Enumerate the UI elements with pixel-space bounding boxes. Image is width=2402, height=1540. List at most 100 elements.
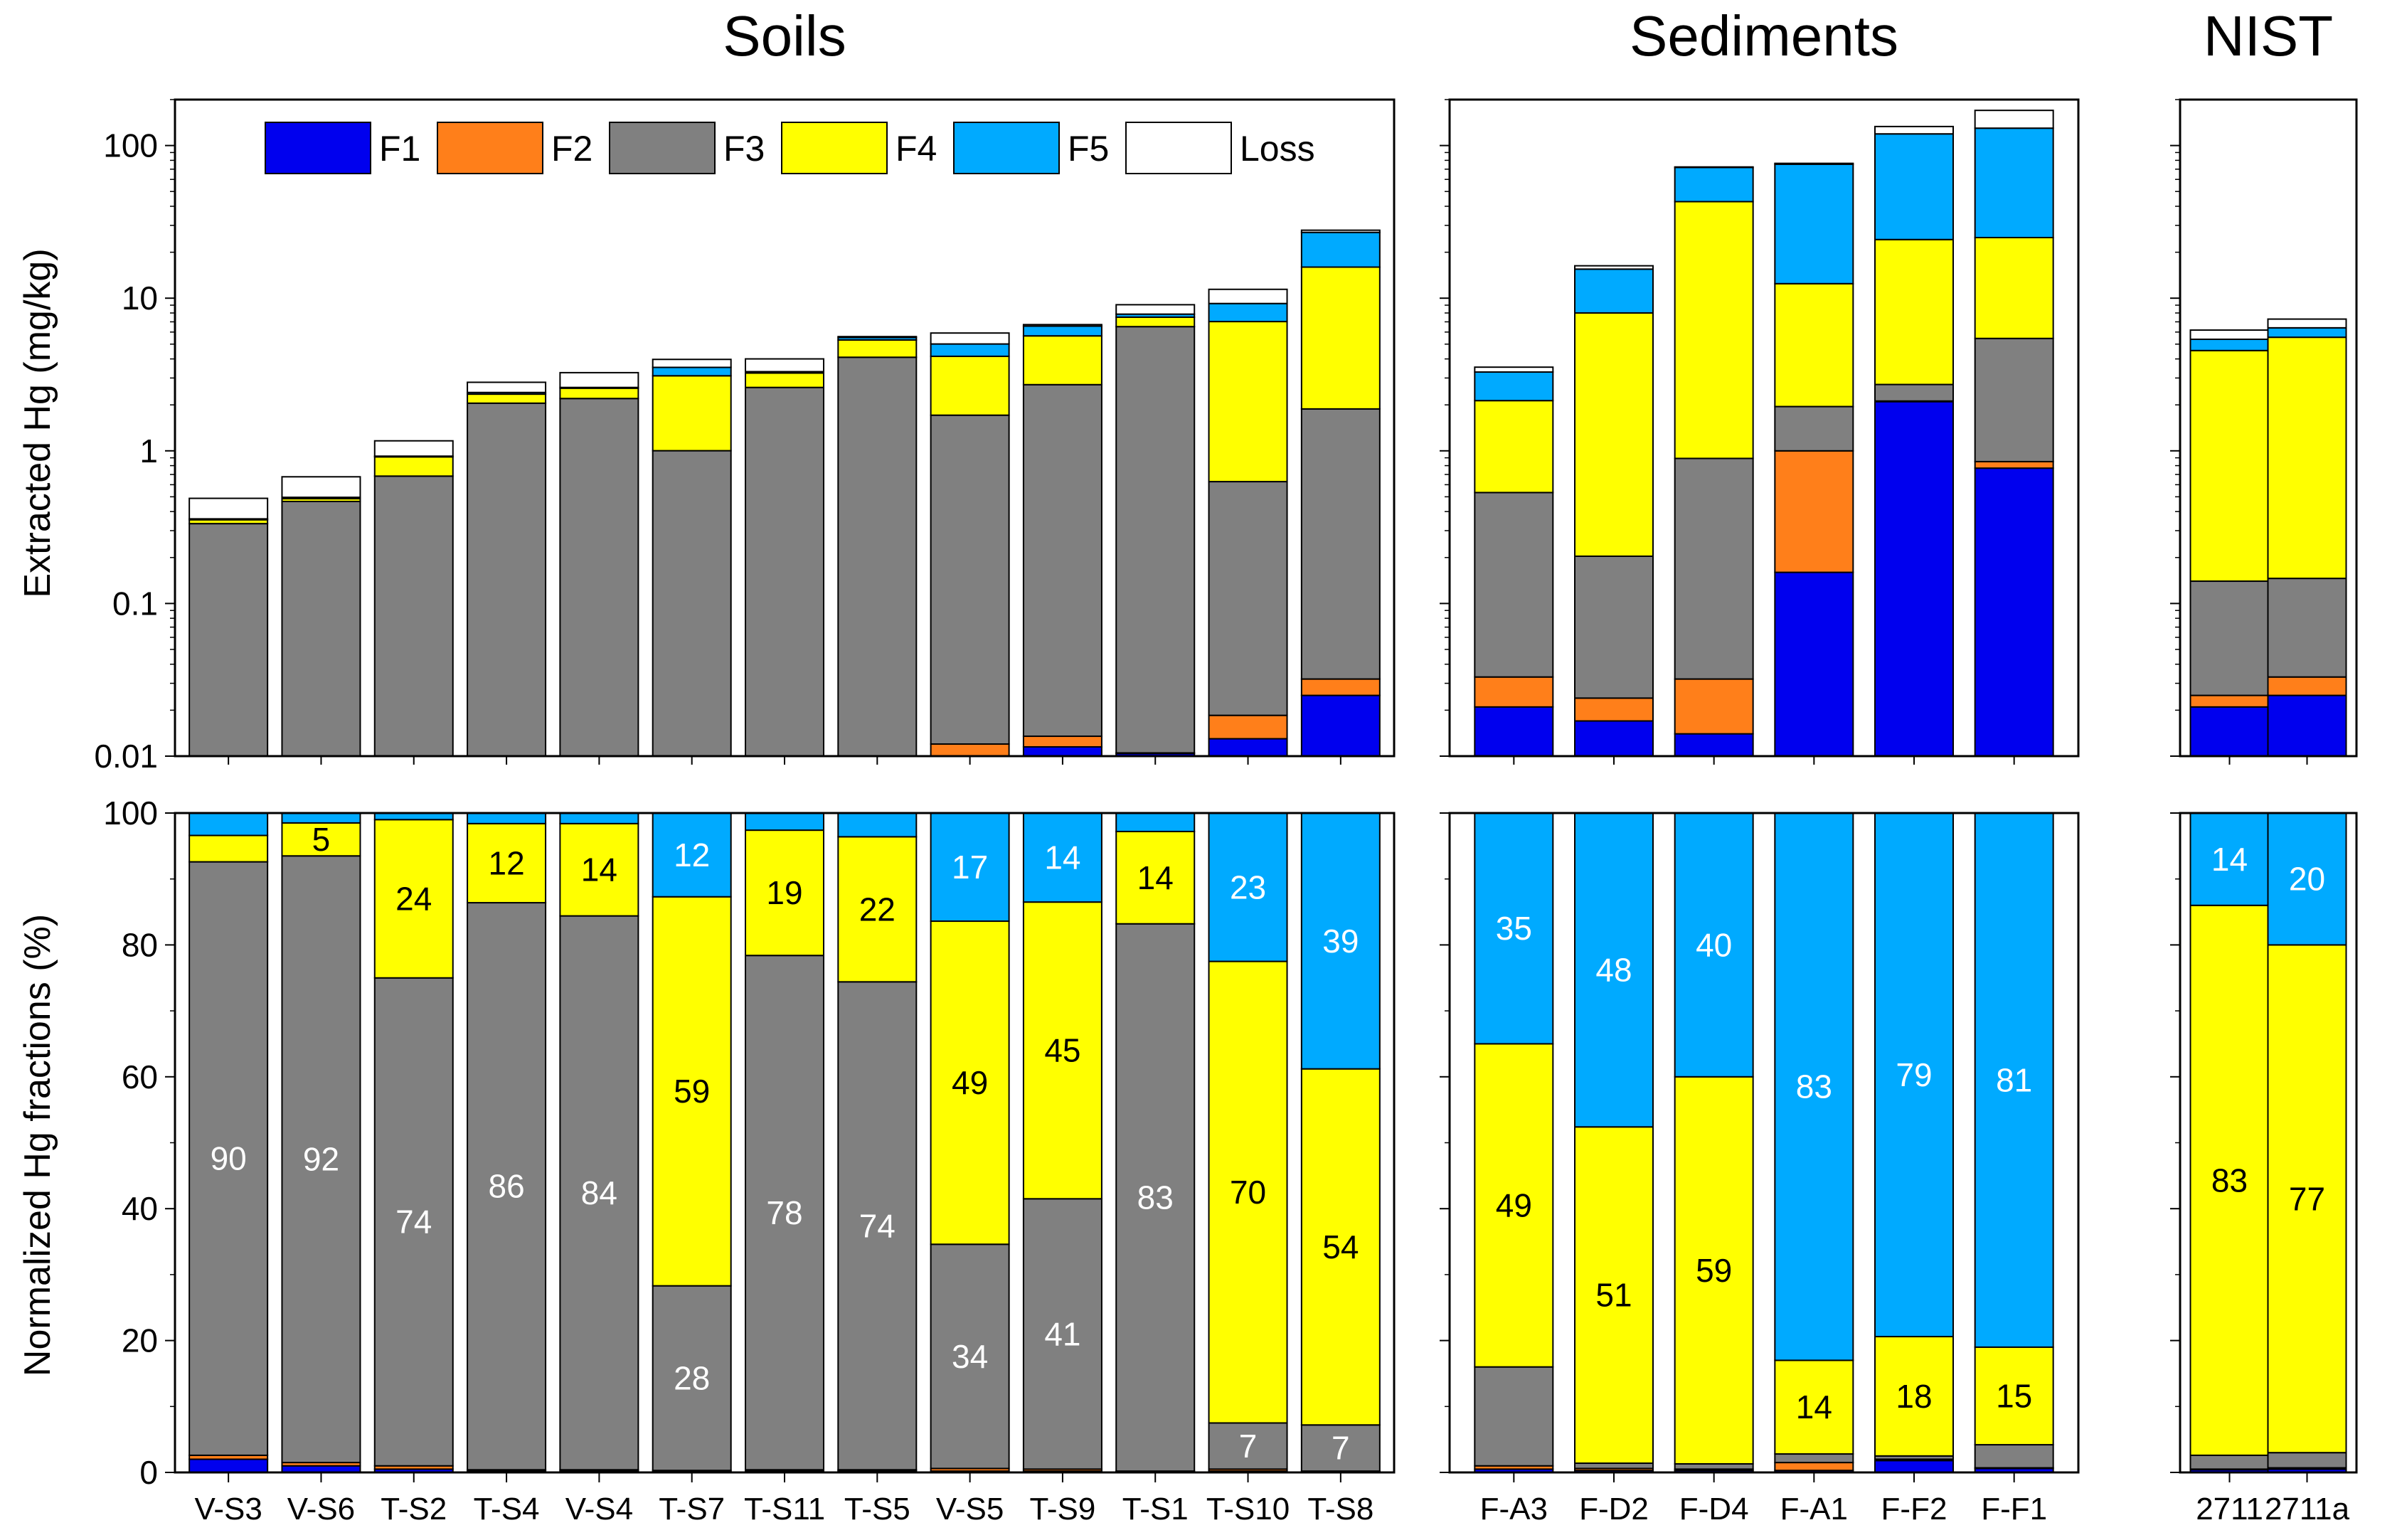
data-label-t-s9-f5: 14 xyxy=(1044,839,1080,876)
bar-top-f-a3-f1 xyxy=(1474,706,1554,757)
data-label-f-a1-f5: 83 xyxy=(1796,1068,1832,1105)
data-label-f-d4-f4: 59 xyxy=(1696,1252,1732,1289)
bar-top-t-s5-loss xyxy=(837,336,918,339)
x-tick-label-t-s7: T-S7 xyxy=(659,1492,725,1526)
bar-bottom-t-s7-f4 xyxy=(652,896,732,1287)
bar-bottom-f-a1-f2 xyxy=(1774,1462,1854,1472)
bar-top-t-s9-f1 xyxy=(1022,745,1102,757)
data-label-2711-f5: 14 xyxy=(2211,841,2248,878)
data-label-t-s11-f3: 78 xyxy=(766,1194,802,1231)
bar-bottom-t-s1-f5 xyxy=(1115,812,1196,832)
bar-top-2711a-f3 xyxy=(2267,578,2347,678)
data-label-t-s8-f4: 54 xyxy=(1322,1228,1359,1265)
bar-top-f-f1-f1 xyxy=(1974,467,2054,757)
data-label-f-d2-f4: 51 xyxy=(1595,1277,1632,1314)
y-tick-label-top-1: 0.1 xyxy=(112,585,158,622)
x-tick-label-v-s5: V-S5 xyxy=(936,1492,1004,1526)
bar-bottom-f-a1-f4 xyxy=(1774,1359,1854,1455)
bar-top-v-s4-f4 xyxy=(559,387,639,400)
bar-bottom-2711-f3 xyxy=(2189,1454,2270,1470)
bar-top-f-d2-loss xyxy=(1574,265,1654,270)
bar-top-v-s4-loss xyxy=(559,371,639,388)
y-tick-label-bottom-1: 20 xyxy=(122,1322,158,1359)
data-label-t-s9-f3: 41 xyxy=(1044,1315,1080,1352)
bar-bottom-f-f2-f4 xyxy=(1874,1336,1954,1457)
bar-top-t-s1-f3 xyxy=(1115,326,1196,754)
x-tick-label-t-s10: T-S10 xyxy=(1206,1492,1290,1526)
data-label-t-s7-f5: 12 xyxy=(674,837,710,873)
bar-top-f-d2-f1 xyxy=(1574,720,1654,757)
data-label-f-f1-f5: 81 xyxy=(1996,1061,2032,1098)
x-tick-label-f-a3: F-A3 xyxy=(1480,1492,1548,1526)
legend-label-f1: F1 xyxy=(379,129,420,169)
data-label-t-s10-f3: 7 xyxy=(1239,1428,1258,1465)
bar-top-t-s1-loss xyxy=(1115,304,1196,315)
bar-top-f-a1-f2 xyxy=(1774,450,1854,573)
bar-top-v-s6-loss xyxy=(281,476,361,499)
data-label-v-s5-f3: 34 xyxy=(952,1338,988,1375)
group-title-nist: NIST xyxy=(2204,4,2333,68)
bar-top-f-f2-loss xyxy=(1874,125,1954,135)
bar-bottom-f-a1-f3 xyxy=(1774,1453,1854,1464)
data-label-t-s4-f4: 12 xyxy=(488,844,524,881)
data-label-2711a-f5: 20 xyxy=(2289,861,2325,898)
bar-top-t-s9-f2 xyxy=(1022,736,1102,748)
bar-bottom-v-s5-f3 xyxy=(930,1243,1010,1470)
bar-top-t-s9-f5 xyxy=(1022,325,1102,337)
bar-top-t-s7-f5 xyxy=(652,366,732,377)
bar-top-f-a3-f5 xyxy=(1474,371,1554,402)
data-label-t-s10-f5: 23 xyxy=(1230,869,1266,906)
legend-label-f2: F2 xyxy=(551,129,592,169)
bar-bottom-t-s9-f3 xyxy=(1022,1198,1102,1470)
bar-bottom-t-s7-f5 xyxy=(652,812,732,898)
bar-bottom-f-f1-f3 xyxy=(1974,1444,2054,1469)
bar-top-f-f1-loss xyxy=(1974,110,2054,129)
bar-top-f-d2-f2 xyxy=(1574,697,1654,722)
legend-label-f5: F5 xyxy=(1068,129,1109,169)
bar-bottom-v-s6-f3 xyxy=(281,855,361,1464)
bar-top-v-s5-f5 xyxy=(930,343,1010,357)
bar-top-2711a-f2 xyxy=(2267,676,2347,696)
bar-top-t-s5-f4 xyxy=(837,339,918,359)
bar-bottom-f-f2-f1 xyxy=(1874,1460,1954,1473)
x-tick-label-f-a1: F-A1 xyxy=(1780,1492,1848,1526)
bar-bottom-v-s4-f5 xyxy=(559,812,639,824)
x-tick-label-t-s4: T-S4 xyxy=(474,1492,540,1526)
data-label-2711a-f4: 77 xyxy=(2289,1180,2325,1217)
data-label-t-s9-f4: 45 xyxy=(1044,1032,1080,1069)
data-label-v-s5-f4: 49 xyxy=(952,1064,988,1101)
y-tick-label-top-4: 100 xyxy=(103,127,158,164)
bar-top-t-s8-f5 xyxy=(1300,231,1381,268)
bar-top-t-s11-loss xyxy=(745,358,824,373)
bar-top-2711-f4 xyxy=(2189,349,2270,583)
bar-bottom-f-f1-f4 xyxy=(1974,1346,2054,1446)
x-tick-label-t-s1: T-S1 xyxy=(1122,1492,1189,1526)
legend-label-loss: Loss xyxy=(1240,129,1315,169)
axes: V-S3 V-S6 T-S2 T-S4 V-S4 T-S7 T-S11 T-S5 V-S5 T-S… xyxy=(94,99,2350,1526)
data-label-t-s2-f4: 24 xyxy=(395,881,432,918)
chart-bars xyxy=(188,110,2347,1473)
legend-swatch-f1 xyxy=(265,122,371,174)
bar-bottom-t-s10-f5 xyxy=(1208,812,1288,962)
y-tick-label-bottom-3: 60 xyxy=(122,1058,158,1095)
bar-bottom-t-s4-f3 xyxy=(467,902,547,1471)
bar-top-f-a1-f3 xyxy=(1774,405,1854,452)
legend-swatch-f3 xyxy=(609,122,716,174)
x-tick-label-v-s6: V-S6 xyxy=(287,1492,355,1526)
bar-top-t-s11-f3 xyxy=(745,386,824,757)
data-label-t-s10-f4: 70 xyxy=(1230,1174,1266,1211)
bar-top-2711a-f5 xyxy=(2267,326,2347,339)
bar-top-t-s10-loss xyxy=(1208,288,1288,304)
bar-bottom-t-s11-f5 xyxy=(745,812,824,832)
bar-bottom-f-d4-f4 xyxy=(1674,1076,1754,1465)
bar-top-f-f1-f3 xyxy=(1974,337,2054,462)
bar-bottom-t-s1-f3 xyxy=(1115,923,1196,1472)
bar-top-t-s7-f3 xyxy=(652,450,732,757)
x-tick-label-t-s8: T-S8 xyxy=(1307,1492,1373,1526)
bar-top-t-s4-f3 xyxy=(467,402,547,757)
bar-bottom-v-s3-f5 xyxy=(188,812,269,837)
bar-bottom-f-d2-f4 xyxy=(1574,1126,1654,1465)
bar-bottom-t-s8-f4 xyxy=(1300,1068,1381,1426)
data-label-t-s7-f3: 28 xyxy=(674,1359,710,1396)
bar-bottom-t-s10-f4 xyxy=(1208,960,1288,1424)
